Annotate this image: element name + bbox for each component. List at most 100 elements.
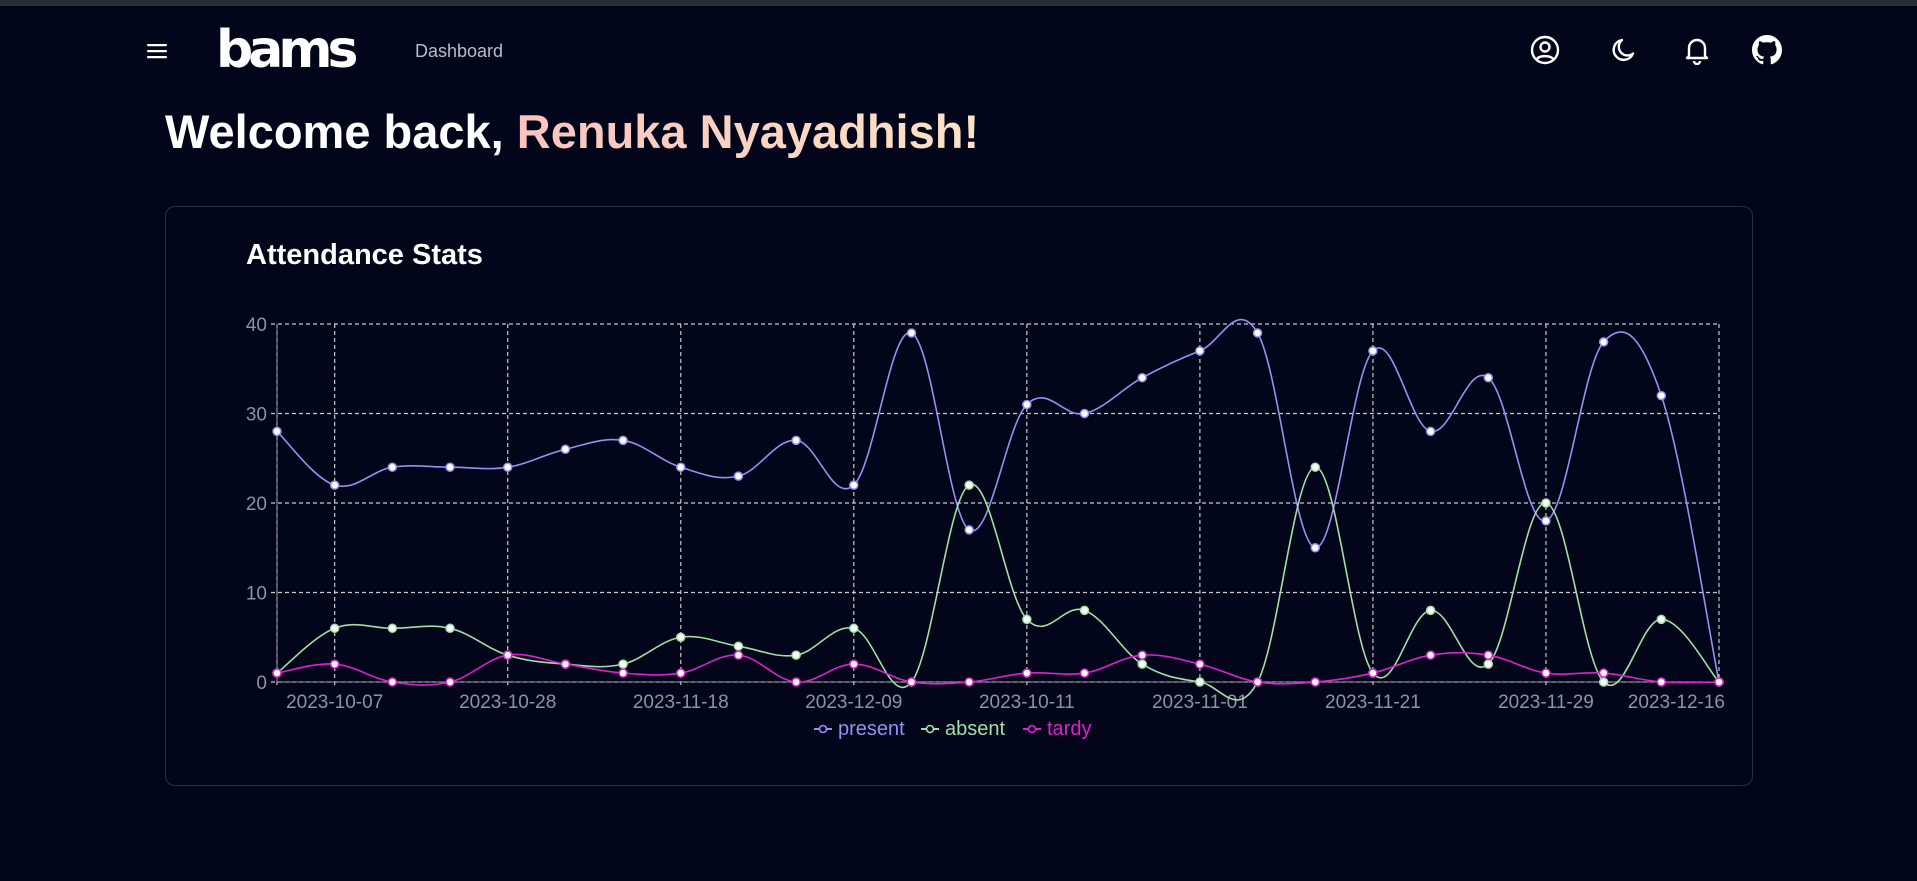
x-tick-label: 2023-11-21: [1325, 692, 1421, 713]
series-line-absent: [276, 466, 1720, 701]
data-point-tardy: [791, 677, 801, 687]
user-name: Renuka Nyayadhish!: [516, 105, 980, 158]
legend-item-present: present: [814, 718, 905, 740]
data-point-absent: [1541, 498, 1551, 508]
data-point-tardy: [560, 659, 571, 669]
legend-label: present: [838, 718, 905, 740]
data-point-absent: [1310, 462, 1320, 472]
data-point-present: [272, 426, 282, 437]
x-tick-label: 2023-12-16: [1628, 692, 1725, 713]
data-point-present: [906, 328, 917, 338]
y-tick-label: 0: [256, 673, 267, 694]
notifications-button[interactable]: [1679, 32, 1715, 68]
data-point-absent: [791, 650, 801, 660]
data-point-present: [1310, 543, 1320, 553]
data-point-tardy: [849, 659, 859, 669]
data-point-present: [1195, 346, 1205, 356]
data-point-tardy: [1252, 677, 1263, 687]
data-point-present: [560, 444, 571, 455]
github-icon: [1752, 35, 1782, 65]
data-point-tardy: [906, 677, 917, 687]
data-point-absent: [387, 623, 398, 634]
data-point-tardy: [387, 677, 398, 687]
data-point-absent: [618, 659, 628, 669]
attendance-stats-card: Attendance Stats 0 10 20 30 40 2023-10-07 2023…: [165, 206, 1753, 786]
data-point-present: [502, 462, 513, 472]
data-point-tardy: [1079, 668, 1090, 678]
data-point-present: [445, 462, 455, 472]
data-point-present: [1079, 408, 1090, 419]
x-tick-label: 2023-11-18: [633, 692, 729, 713]
user-circle-icon: [1530, 35, 1560, 65]
x-tick-label: 2023-12-09: [805, 692, 902, 713]
data-point-tardy: [1656, 677, 1667, 687]
data-point-absent: [1598, 677, 1609, 687]
data-point-tardy: [1368, 668, 1378, 678]
attendance-line-chart: 0 10 20 30 40 2023-10-07 2023-10-28 2023-11-18 2…: [246, 315, 1725, 740]
data-point-present: [849, 480, 859, 490]
data-point-tardy: [272, 668, 282, 678]
data-point-absent: [1079, 605, 1090, 616]
data-point-tardy: [618, 668, 628, 678]
window-top-bar: [0, 0, 1917, 6]
data-point-tardy: [964, 677, 974, 687]
card-title: Attendance Stats: [246, 239, 483, 271]
y-tick-label: 40: [246, 315, 267, 336]
bell-icon: [1685, 38, 1709, 65]
data-point-present: [1656, 390, 1667, 401]
y-tick-label: 30: [246, 405, 267, 426]
legend-swatch-point: [1027, 724, 1037, 734]
x-tick-label: 2023-11-01: [1152, 692, 1248, 713]
data-point-present: [1252, 328, 1263, 338]
x-tick-label: 2023-10-11: [979, 692, 1075, 713]
data-point-tardy: [733, 650, 744, 660]
data-point-absent: [849, 623, 859, 634]
data-point-present: [1598, 337, 1609, 347]
data-point-present: [733, 471, 744, 481]
data-point-tardy: [1022, 668, 1032, 678]
data-point-present: [1483, 372, 1494, 383]
data-point-tardy: [676, 668, 686, 678]
data-point-present: [1368, 346, 1378, 356]
data-point-absent: [1022, 614, 1032, 625]
profile-button[interactable]: [1527, 32, 1563, 68]
legend-swatch-point: [818, 724, 828, 734]
legend-label: tardy: [1047, 718, 1091, 740]
data-point-tardy: [1137, 650, 1147, 660]
menu-icon: [147, 44, 167, 59]
legend-item-absent: absent: [921, 718, 1005, 740]
x-tick-label: 2023-10-07: [286, 692, 383, 713]
data-point-absent: [1137, 659, 1147, 669]
data-point-absent: [1195, 677, 1205, 687]
data-point-tardy: [445, 677, 455, 687]
legend-item-tardy: tardy: [1023, 718, 1091, 740]
nav-link-dashboard[interactable]: Dashboard: [415, 41, 504, 61]
data-point-absent: [1656, 614, 1667, 625]
x-tick-label: 2023-10-28: [459, 692, 556, 713]
data-point-tardy: [1425, 650, 1436, 660]
data-point-absent: [733, 641, 744, 651]
data-point-tardy: [1483, 650, 1494, 660]
y-tick-label: 10: [246, 584, 267, 605]
series-line-tardy: [276, 651, 1720, 686]
data-point-present: [676, 462, 686, 472]
y-tick-label: 20: [246, 494, 267, 515]
welcome-heading: Welcome back, Renuka Nyayadhish!: [165, 100, 979, 164]
data-point-present: [791, 435, 801, 446]
app-logo[interactable]: bams: [216, 20, 358, 80]
theme-toggle-button[interactable]: [1606, 32, 1642, 68]
data-point-present: [329, 480, 340, 490]
data-point-present: [1541, 516, 1551, 526]
legend-swatch-point: [925, 724, 935, 734]
data-point-tardy: [1541, 668, 1551, 678]
welcome-prefix: Welcome back,: [165, 105, 517, 158]
moon-icon: [1612, 38, 1635, 62]
github-button[interactable]: [1749, 32, 1785, 68]
data-point-present: [1425, 426, 1436, 437]
menu-button[interactable]: [140, 34, 174, 68]
top-navigation: bams Dashboard: [0, 6, 1917, 88]
data-point-present: [618, 435, 628, 446]
data-point-tardy: [502, 650, 513, 660]
data-point-tardy: [329, 659, 340, 669]
legend-label: absent: [945, 718, 1005, 740]
